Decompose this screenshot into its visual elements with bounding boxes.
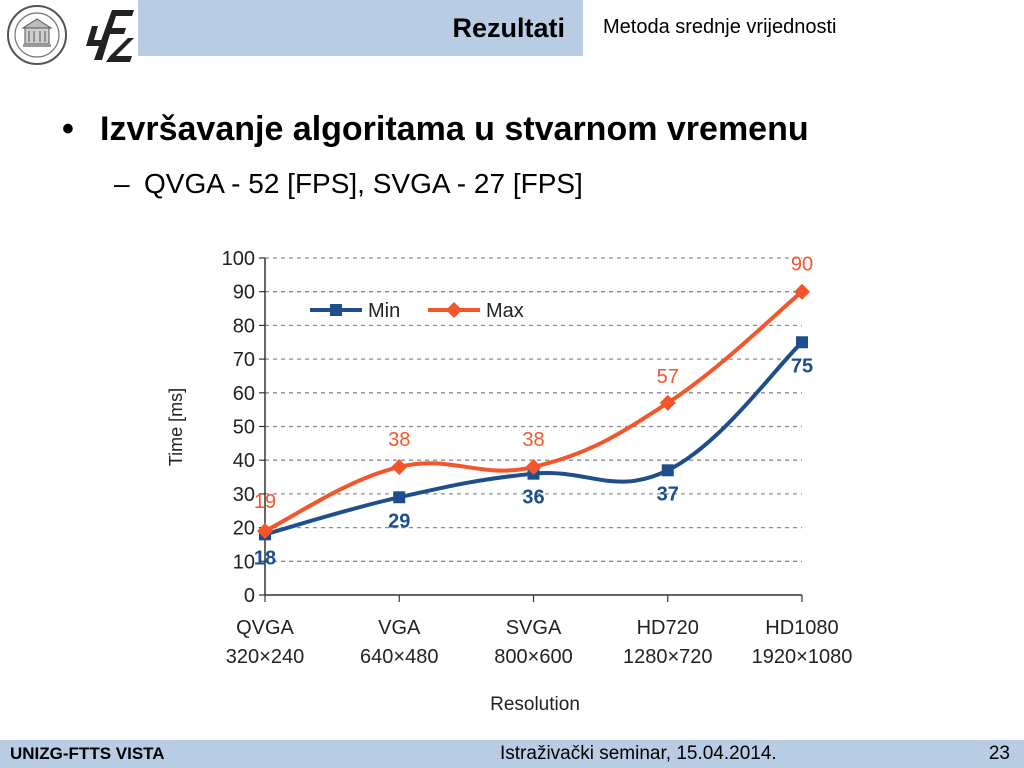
y-tick-label: 20 — [233, 518, 255, 540]
bullet-text: Izvršavanje algoritama u stvarnom vremen… — [100, 110, 809, 148]
y-tick-label: 0 — [244, 585, 255, 607]
data-label-min: 37 — [657, 483, 679, 505]
x-tick-resolution-label: 1280×720 — [623, 646, 713, 668]
title-banner: Rezultati — [138, 0, 583, 56]
y-tick-label: 50 — [233, 417, 255, 439]
x-tick-resolution-label: 320×240 — [226, 646, 304, 668]
bullet-item: • Izvršavanje algoritama u stvarnom vrem… — [62, 110, 809, 149]
x-tick-label: HD720 — [637, 617, 699, 639]
x-axis-title: Resolution — [490, 694, 580, 715]
y-tick-label: 10 — [233, 551, 255, 573]
line-chart: 0 10 20 30 40 50 60 70 80 90 100 QVGA 320×240 VGA 640×… — [166, 248, 853, 715]
data-point-min — [393, 491, 406, 504]
data-point-min — [661, 464, 674, 477]
footer-event: Istraživački seminar, 15.04.2014. — [500, 743, 777, 764]
data-label-min: 29 — [388, 510, 410, 532]
data-point-max — [794, 283, 810, 300]
page-number: 23 — [988, 743, 1010, 764]
legend-label-min: Min — [368, 300, 400, 322]
y-tick-label: 80 — [233, 315, 255, 337]
data-label-max: 19 — [254, 491, 276, 513]
data-point-max — [659, 394, 676, 411]
sub-bullet-marker: – — [114, 168, 130, 199]
bullet-marker: • — [62, 110, 74, 148]
sub-bullet-text: QVGA - 52 [FPS], SVGA - 27 [FPS] — [144, 168, 583, 199]
y-tick-label: 100 — [222, 248, 255, 270]
data-point-max — [391, 458, 408, 475]
legend-marker-max — [446, 302, 462, 318]
x-tick-label: VGA — [378, 617, 421, 639]
x-tick-label: HD1080 — [765, 617, 838, 639]
page-title: Rezultati — [452, 12, 565, 43]
y-tick-label: 70 — [233, 349, 255, 371]
legend-marker-min — [330, 304, 342, 316]
data-point-max — [525, 458, 542, 475]
ftz-logo-icon — [86, 10, 134, 62]
data-label-max: 38 — [388, 429, 410, 451]
data-label-max: 90 — [791, 254, 813, 276]
data-label-max: 57 — [657, 366, 679, 388]
seal-icon — [7, 5, 67, 65]
y-tick-label: 90 — [233, 282, 255, 304]
y-tick-label: 60 — [233, 383, 255, 405]
footer-bar: UNIZG-FTTS VISTA Istraživački seminar, 1… — [0, 740, 1024, 768]
data-label-min: 18 — [254, 547, 276, 569]
series-line-min — [264, 340, 804, 537]
data-label-min: 75 — [791, 355, 813, 377]
x-tick-resolution-label: 800×600 — [494, 646, 572, 668]
x-tick-label: QVGA — [236, 617, 294, 639]
x-tick-resolution-label: 1920×1080 — [752, 646, 853, 668]
footer-organization: UNIZG-FTTS VISTA — [10, 744, 165, 763]
data-label-min: 36 — [522, 487, 544, 509]
data-point-min — [796, 336, 808, 349]
y-axis-title: Time [ms] — [166, 388, 186, 466]
data-label-max: 38 — [522, 429, 544, 451]
sub-bullet-item: – QVGA - 52 [FPS], SVGA - 27 [FPS] — [114, 168, 583, 200]
data-point-max — [257, 522, 273, 539]
y-tick-label: 30 — [233, 484, 255, 506]
y-tick-label: 40 — [233, 450, 255, 472]
page-subtitle: Metoda srednje vrijednosti — [603, 16, 837, 38]
x-tick-label: SVGA — [506, 617, 562, 639]
legend-label-max: Max — [486, 300, 524, 322]
x-tick-resolution-label: 640×480 — [360, 646, 438, 668]
